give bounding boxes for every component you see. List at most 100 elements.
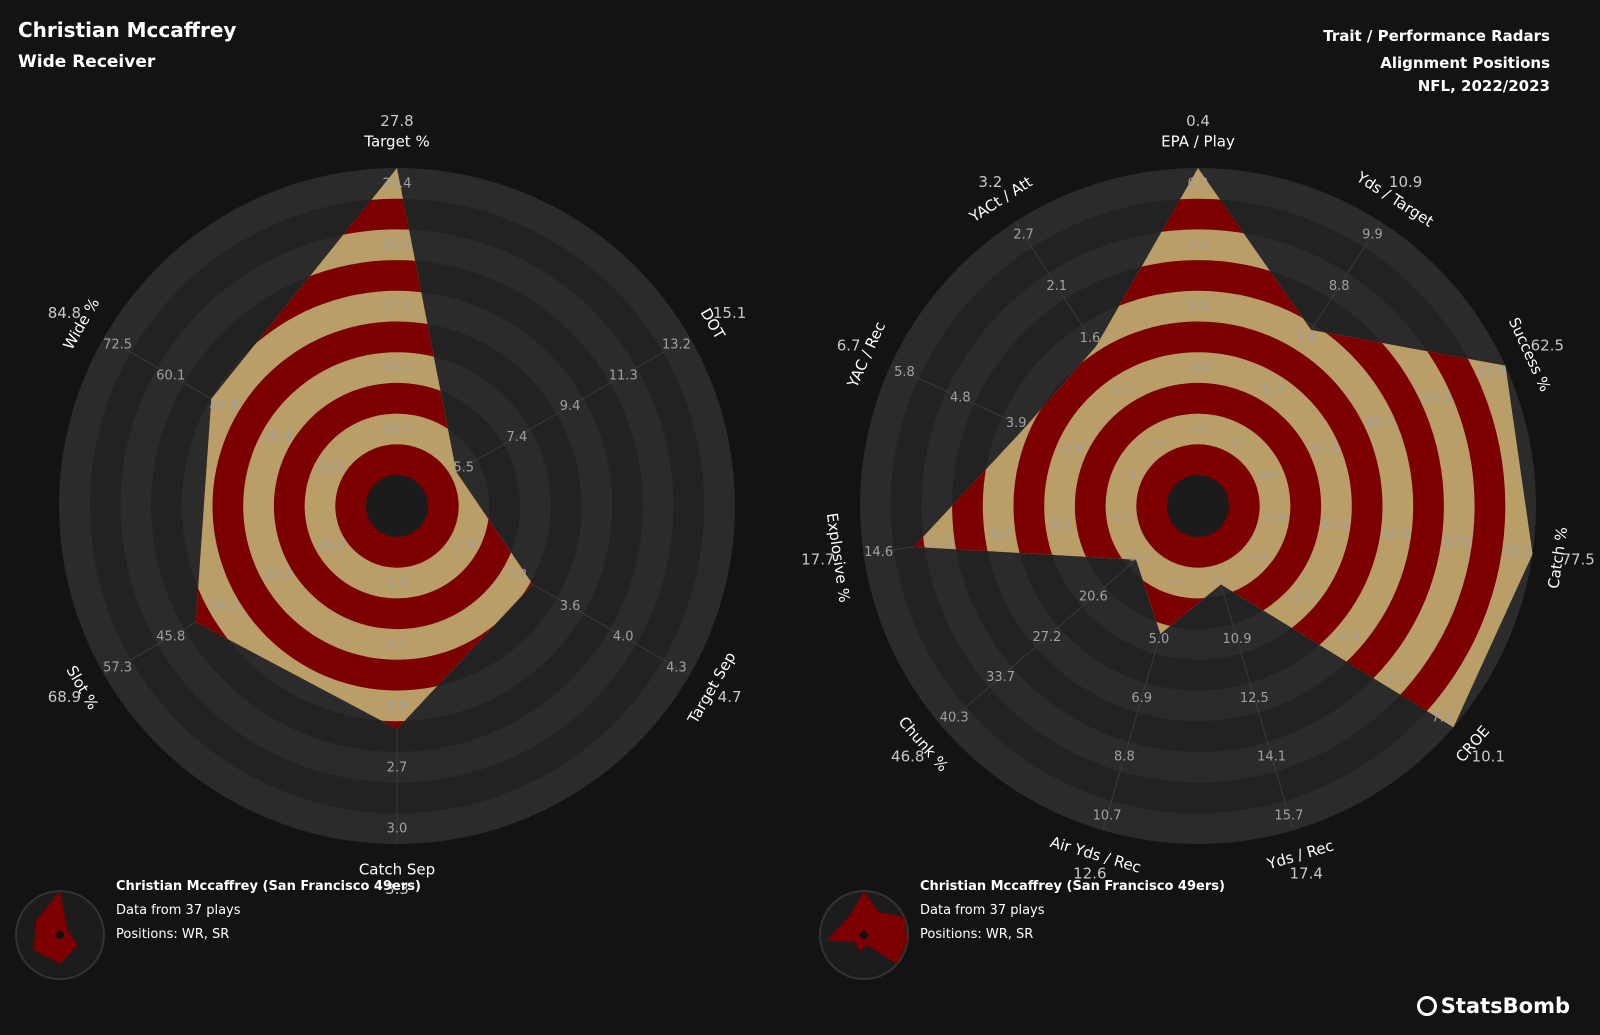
tick-label: 72.5 xyxy=(103,338,132,353)
tick-label: 11.1 xyxy=(316,538,345,553)
tick-label: 12.5 xyxy=(1240,691,1269,706)
brand-name: StatsBomb xyxy=(1440,994,1570,1018)
tick-label: -0.0 xyxy=(1185,361,1210,376)
tick-label: 4.3 xyxy=(666,660,687,675)
tick-label: 2.9 xyxy=(1062,441,1083,456)
tick-label: 0.1 xyxy=(1188,299,1209,314)
tick-label: 9.4 xyxy=(560,399,581,414)
tick-label: 4.7 xyxy=(718,688,742,706)
tick-label: 52.6 xyxy=(1263,513,1285,524)
tick-label: 5.8 xyxy=(894,365,915,380)
tick-label: 46.8 xyxy=(891,747,924,765)
tick-label: 11.3 xyxy=(609,368,638,383)
tick-label: 27.2 xyxy=(1032,630,1061,645)
legend-plays: Data from 37 plays xyxy=(920,903,1045,918)
tick-label: 35.4 xyxy=(263,430,292,445)
tick-label: 14.1 xyxy=(1129,552,1151,563)
tick-label: 2.1 xyxy=(1046,279,1067,294)
tick-label: 14.1 xyxy=(1257,750,1286,765)
tick-label: 10.7 xyxy=(1093,809,1122,824)
statsbomb-logo: StatsBomb xyxy=(1416,994,1570,1018)
tick-label: 6.7 xyxy=(837,336,861,354)
tick-label: 17.4 xyxy=(1289,864,1322,882)
legend-radar-icon xyxy=(15,890,105,980)
tick-label: 77.5 xyxy=(1561,551,1594,569)
tick-label: 33.7 xyxy=(986,670,1015,685)
tick-label: 3.3 xyxy=(385,880,409,898)
tick-label: 14.3 xyxy=(383,361,412,376)
tick-label: 1.1 xyxy=(1113,383,1134,398)
tick-label: 3.9 xyxy=(1006,416,1027,431)
tick-label: 3.1 xyxy=(1168,576,1184,587)
tick-label: 9.9 xyxy=(1362,228,1383,243)
tick-label: 84.8 xyxy=(48,304,81,322)
tick-label: 24.4 xyxy=(383,176,412,191)
tick-label: 5.7 xyxy=(1232,437,1248,448)
axis-title: YAC / Rec xyxy=(843,319,889,391)
tick-label: 5.2 xyxy=(1051,519,1072,534)
tick-label: 7.4 xyxy=(507,430,528,445)
tick-label: 57.6 xyxy=(1321,519,1350,534)
tick-label: 3.0 xyxy=(387,822,408,837)
player-position: Wide Receiver xyxy=(18,52,156,72)
tick-label: 2.9 xyxy=(453,538,474,553)
tick-label: 8.3 xyxy=(990,527,1011,542)
tick-label: 13.2 xyxy=(662,338,691,353)
tick-label: 3.6 xyxy=(560,599,581,614)
tick-label: 10.9 xyxy=(1389,173,1422,191)
legend-positions: Positions: WR, SR xyxy=(920,927,1034,942)
tick-label: 57.9 xyxy=(1477,365,1506,380)
axis-title: EPA / Play xyxy=(1161,133,1235,151)
chart-subtitle: Trait / Performance Radars xyxy=(1323,27,1550,45)
tick-label: 44.1 xyxy=(1309,441,1338,456)
legend-radar-icon xyxy=(819,890,909,980)
tick-label: -0.1 xyxy=(1188,425,1208,436)
tick-label: 3.2 xyxy=(978,173,1002,191)
radar-axis-line xyxy=(423,336,690,491)
tick-label: 0.5 xyxy=(1148,437,1164,448)
tick-label: 10.9 xyxy=(1223,632,1252,647)
tick-label: 62.6 xyxy=(1381,527,1410,542)
tick-label: 0.3 xyxy=(1188,176,1209,191)
tick-label: 10.1 xyxy=(1472,747,1505,765)
tick-label: 53.3 xyxy=(1421,390,1450,405)
tick-label: 6.9 xyxy=(1131,691,1152,706)
tick-label: 12.6 xyxy=(1073,864,1106,882)
tick-label: 0.4 xyxy=(1186,112,1210,130)
tick-label: 20.6 xyxy=(1079,590,1108,605)
tick-label: 57.3 xyxy=(103,660,132,675)
chart-context: Alignment Positions xyxy=(1380,54,1550,72)
tick-label: 8.8 xyxy=(1329,279,1350,294)
axis-title: Catch Sep xyxy=(359,861,435,879)
legend-plays: Data from 37 plays xyxy=(116,903,241,918)
tick-label: 21.0 xyxy=(383,238,412,253)
tick-label: 10.9 xyxy=(383,422,412,437)
tick-label: 5.5 xyxy=(453,460,474,475)
radar-axis-line xyxy=(1206,535,1294,831)
tick-label: 15.1 xyxy=(713,304,746,322)
tick-label: 0.2 xyxy=(1188,238,1209,253)
tick-label: 17.7 xyxy=(801,551,834,569)
tick-label: 17.7 xyxy=(383,299,412,314)
tick-label: 1.9 xyxy=(1120,470,1136,481)
tick-label: 1.6 xyxy=(1080,331,1101,346)
radar-chart-1: 10.9 14.3 17.7 21.0 24.4 27.8 Target % 5.5 7.4 9.… xyxy=(48,112,747,898)
tick-label: 39.5 xyxy=(1257,470,1279,481)
radar-axis-line xyxy=(942,525,1175,728)
tick-label: 2.7 xyxy=(387,760,408,775)
tick-label: 48.7 xyxy=(1365,416,1394,431)
tick-label: 7.8 xyxy=(1296,331,1317,346)
tick-label: 14.6 xyxy=(864,545,893,560)
legend-player: Christian Mccaffrey (San Francisco 49ers… xyxy=(116,879,421,894)
tick-label: 4.8 xyxy=(950,390,971,405)
radar-chart-2: -0.1 -0.0 0.1 0.2 0.3 0.4 EPA / Play 5.7 6.7 7.8 8… xyxy=(801,112,1595,883)
tick-label: 60.1 xyxy=(156,368,185,383)
tick-label: 0.9 xyxy=(1339,630,1360,645)
tick-label: 5.0 xyxy=(1149,632,1170,647)
tick-label: 3.9 xyxy=(1385,670,1406,685)
radar-center xyxy=(1167,475,1229,537)
legend-right: Christian Mccaffrey (San Francisco 49ers… xyxy=(920,875,1225,947)
radar-center xyxy=(366,475,428,537)
tick-label: 27.8 xyxy=(380,112,413,130)
